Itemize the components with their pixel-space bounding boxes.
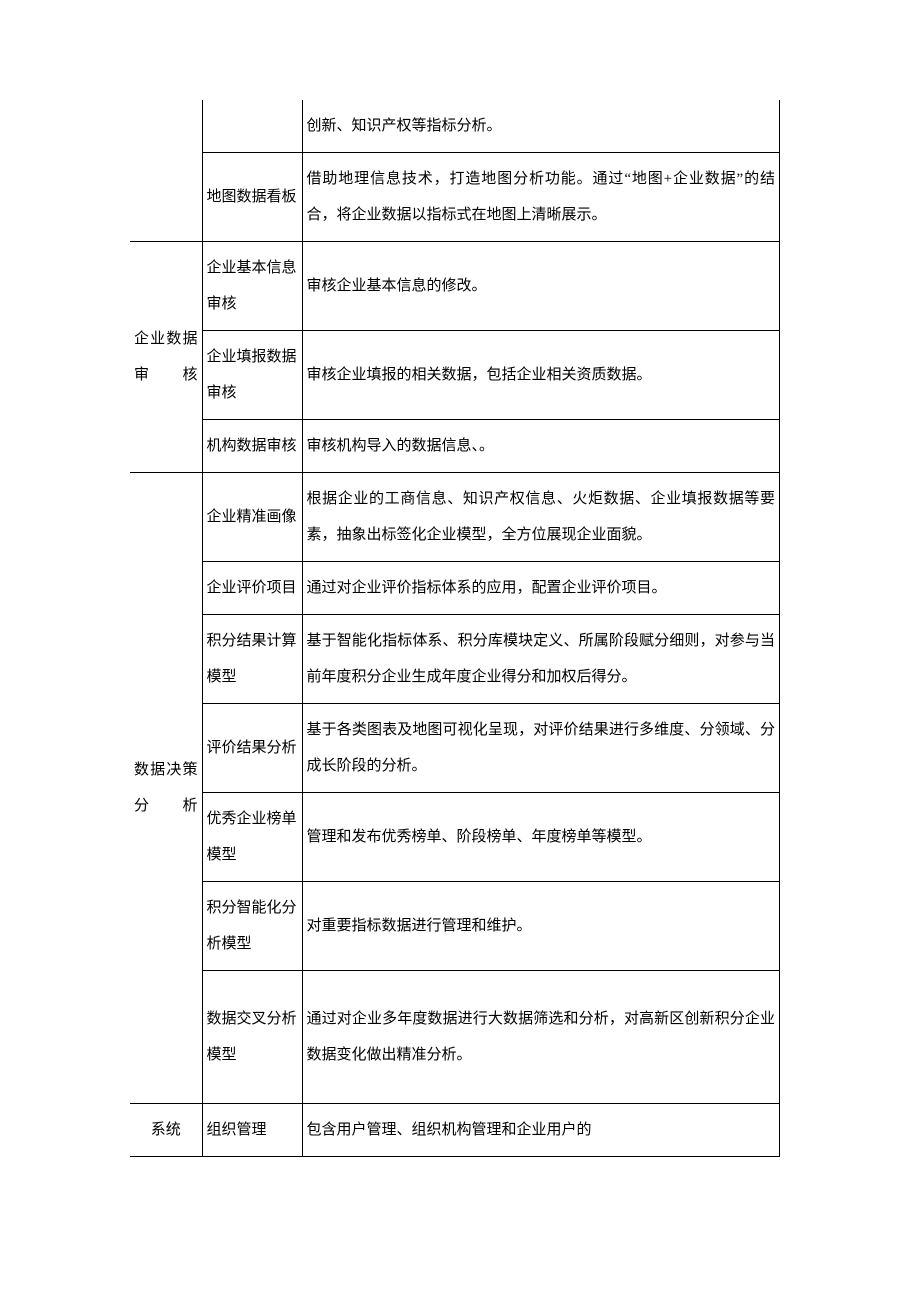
table-row: 机构数据审核 审核机构导入的数据信息、。 (130, 420, 780, 473)
cell-module: 积分智能化分析模型 (202, 882, 302, 971)
cell-desc: 管理和发布优秀榜单、阶段榜单、年度榜单等模型。 (302, 793, 780, 882)
cell-desc: 借助地理信息技术，打造地图分析功能。通过“地图+企业数据”的结合，将企业数据以指… (302, 153, 780, 242)
table-row: 数据交叉分析模型 通过对企业多年度数据进行大数据筛选和分析，对高新区创新积分企业… (130, 971, 780, 1104)
cell-category: 数据决策分析 (130, 473, 202, 1104)
table-row: 企业数据审核 企业基本信息审核 审核企业基本信息的修改。 (130, 242, 780, 331)
cell-module (202, 100, 302, 153)
cell-module: 优秀企业榜单模型 (202, 793, 302, 882)
table-row: 数据决策分析 企业精准画像 根据企业的工商信息、知识产权信息、火炬数据、企业填报… (130, 473, 780, 562)
cell-module: 地图数据看板 (202, 153, 302, 242)
cell-category (130, 100, 202, 242)
feature-table: 创新、知识产权等指标分析。 地图数据看板 借助地理信息技术，打造地图分析功能。通… (130, 100, 780, 1157)
cell-desc: 根据企业的工商信息、知识产权信息、火炬数据、企业填报数据等要素，抽象出标签化企业… (302, 473, 780, 562)
cell-module: 评价结果分析 (202, 704, 302, 793)
cell-module: 数据交叉分析模型 (202, 971, 302, 1104)
cell-desc: 对重要指标数据进行管理和维护。 (302, 882, 780, 971)
table-row: 评价结果分析 基于各类图表及地图可视化呈现，对评价结果进行多维度、分领域、分成长… (130, 704, 780, 793)
document-page: 创新、知识产权等指标分析。 地图数据看板 借助地理信息技术，打造地图分析功能。通… (0, 100, 920, 1157)
cell-desc: 通过对企业评价指标体系的应用，配置企业评价项目。 (302, 562, 780, 615)
table-row: 系统 组织管理 包含用户管理、组织机构管理和企业用户的 (130, 1104, 780, 1157)
table-row: 企业评价项目 通过对企业评价指标体系的应用，配置企业评价项目。 (130, 562, 780, 615)
table-row: 积分智能化分析模型 对重要指标数据进行管理和维护。 (130, 882, 780, 971)
table-row: 创新、知识产权等指标分析。 (130, 100, 780, 153)
cell-module: 企业评价项目 (202, 562, 302, 615)
cell-module: 企业基本信息审核 (202, 242, 302, 331)
cell-desc: 创新、知识产权等指标分析。 (302, 100, 780, 153)
cell-desc: 基于各类图表及地图可视化呈现，对评价结果进行多维度、分领域、分成长阶段的分析。 (302, 704, 780, 793)
cell-module: 机构数据审核 (202, 420, 302, 473)
cell-module: 组织管理 (202, 1104, 302, 1157)
cell-module: 积分结果计算模型 (202, 615, 302, 704)
cell-module: 企业精准画像 (202, 473, 302, 562)
table-row: 优秀企业榜单模型 管理和发布优秀榜单、阶段榜单、年度榜单等模型。 (130, 793, 780, 882)
cell-category: 系统 (130, 1104, 202, 1157)
cell-desc: 基于智能化指标体系、积分库模块定义、所属阶段赋分细则，对参与当前年度积分企业生成… (302, 615, 780, 704)
cell-desc: 审核企业填报的相关数据，包括企业相关资质数据。 (302, 331, 780, 420)
cell-desc: 包含用户管理、组织机构管理和企业用户的 (302, 1104, 780, 1157)
cell-module: 企业填报数据审核 (202, 331, 302, 420)
table-row: 企业填报数据审核 审核企业填报的相关数据，包括企业相关资质数据。 (130, 331, 780, 420)
table-row: 积分结果计算模型 基于智能化指标体系、积分库模块定义、所属阶段赋分细则，对参与当… (130, 615, 780, 704)
cell-category: 企业数据审核 (130, 242, 202, 473)
cell-desc: 审核企业基本信息的修改。 (302, 242, 780, 331)
cell-desc: 通过对企业多年度数据进行大数据筛选和分析，对高新区创新积分企业数据变化做出精准分… (302, 971, 780, 1104)
cell-desc: 审核机构导入的数据信息、。 (302, 420, 780, 473)
table-row: 地图数据看板 借助地理信息技术，打造地图分析功能。通过“地图+企业数据”的结合，… (130, 153, 780, 242)
